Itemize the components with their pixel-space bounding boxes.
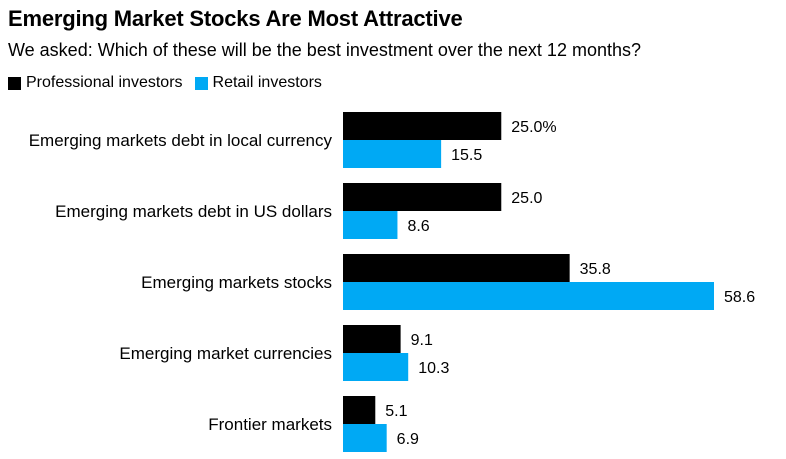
category-label-1: Emerging markets debt in US dollars [55, 202, 332, 221]
bar-professional-0 [343, 112, 502, 140]
bar-retail-0 [343, 140, 442, 168]
category-label-2: Emerging markets stocks [141, 273, 332, 292]
data-label-professional-4: 5.1 [385, 403, 407, 420]
data-label-retail-1: 8.6 [407, 218, 429, 235]
bar-retail-1 [343, 211, 398, 239]
bar-retail-4 [343, 424, 387, 452]
legend-label-retail: Retail investors [212, 74, 322, 91]
data-label-retail-4: 6.9 [397, 431, 419, 448]
bar-retail-2 [343, 282, 714, 310]
legend-swatch-retail [194, 76, 208, 90]
category-label-0: Emerging markets debt in local currency [29, 131, 333, 150]
legend-swatch-professional [8, 76, 21, 90]
bar-professional-1 [343, 183, 502, 211]
chart-subtitle: We asked: Which of these will be the bes… [8, 40, 641, 60]
legend-item-professional: Professional investors [8, 74, 183, 92]
bar-retail-3 [343, 353, 409, 381]
bar-professional-3 [343, 325, 401, 353]
data-label-professional-3: 9.1 [411, 332, 433, 349]
data-label-professional-1: 25.0 [511, 190, 542, 207]
legend: Professional investors Retail investors [8, 74, 334, 92]
data-label-professional-2: 35.8 [580, 261, 611, 278]
data-label-professional-0: 25.0% [511, 119, 556, 136]
category-label-4: Frontier markets [208, 415, 332, 434]
category-label-3: Emerging market currencies [119, 344, 332, 363]
data-label-retail-2: 58.6 [724, 289, 755, 306]
legend-item-retail: Retail investors [194, 74, 322, 92]
data-label-retail-0: 15.5 [451, 147, 482, 164]
bar-professional-4 [343, 396, 376, 424]
data-label-retail-3: 10.3 [418, 360, 449, 377]
legend-label-professional: Professional investors [26, 74, 183, 91]
bar-professional-2 [343, 254, 570, 282]
chart-title: Emerging Market Stocks Are Most Attracti… [8, 6, 463, 31]
